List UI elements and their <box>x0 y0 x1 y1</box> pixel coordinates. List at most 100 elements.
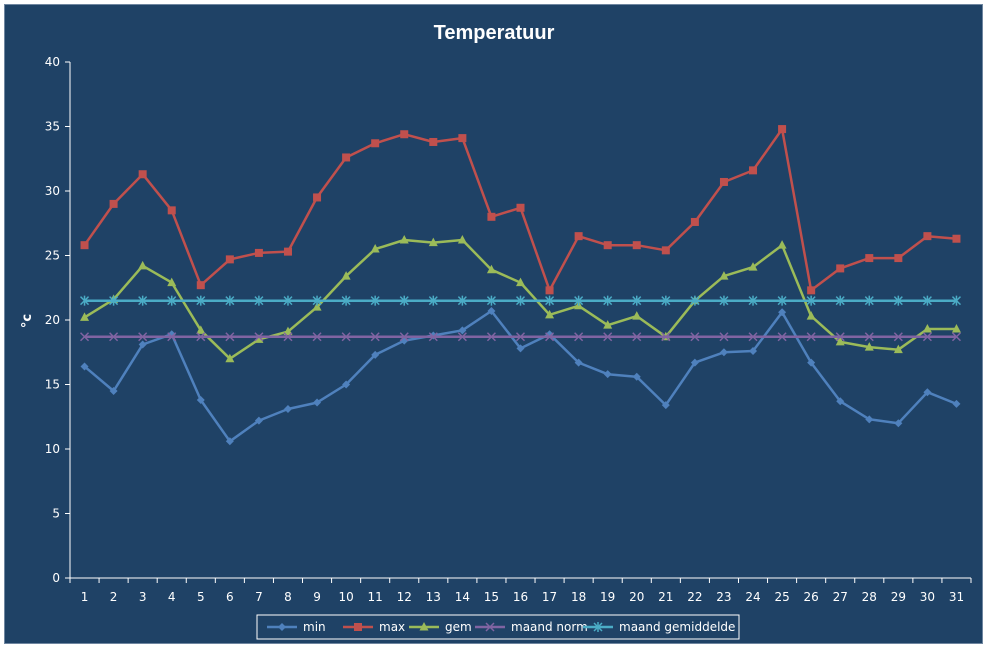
data-point-max <box>138 170 147 179</box>
y-tick-label: 15 <box>45 378 60 392</box>
data-point-maand-norm <box>399 332 409 342</box>
data-point-maand-norm <box>167 332 177 342</box>
data-point-gem <box>254 334 264 343</box>
data-point-min <box>778 308 787 317</box>
data-point-min <box>603 370 612 379</box>
data-point-maand-gemiddelde <box>138 295 148 306</box>
x-tick-label: 19 <box>600 590 615 604</box>
data-point-maand-norm <box>428 332 438 342</box>
data-point-max <box>690 217 699 226</box>
y-tick-label: 10 <box>45 442 60 456</box>
x-tick-label: 3 <box>139 590 147 604</box>
data-point-maand-gemiddelde <box>80 295 90 306</box>
data-point-min <box>371 350 380 359</box>
data-point-max <box>923 232 932 241</box>
data-point-min <box>574 358 583 367</box>
legend-marker <box>354 623 362 631</box>
data-point-min <box>109 386 118 395</box>
legend-label: maand gemiddelde <box>619 620 735 634</box>
data-point-maand-gemiddelde <box>864 295 874 306</box>
x-tick-label: 7 <box>255 590 263 604</box>
data-point-max <box>545 286 554 295</box>
data-point-maand-gemiddelde <box>515 295 526 306</box>
data-point-gem <box>370 244 380 253</box>
x-tick-label: 13 <box>426 590 441 604</box>
data-point-max <box>109 199 118 208</box>
data-point-min <box>138 340 147 349</box>
data-point-maand-gemiddelde <box>893 295 903 306</box>
data-point-maand-norm <box>690 332 700 342</box>
x-tick-label: 31 <box>949 590 964 604</box>
data-point-max <box>952 234 961 243</box>
data-point-max <box>719 177 728 186</box>
y-tick-label: 35 <box>45 120 60 134</box>
data-point-min <box>894 419 903 428</box>
data-point-min <box>632 372 641 381</box>
data-point-max <box>458 134 467 143</box>
data-point-maand-norm <box>515 332 526 342</box>
data-point-min <box>342 380 351 389</box>
x-tick-label: 27 <box>833 590 848 604</box>
data-point-maand-norm <box>109 332 119 342</box>
legend-label: min <box>303 620 326 634</box>
x-tick-label: 16 <box>513 590 528 604</box>
data-point-maand-norm <box>864 332 874 342</box>
data-point-max <box>661 246 670 255</box>
x-tick-label: 12 <box>397 590 412 604</box>
x-tick-labels: 1 2 3 4 5 6 7 8 9 10 11 12 13 14 15 16 17 18 19 20 21 22 23 24 2… <box>69 578 972 604</box>
data-point-maand-gemiddelde <box>632 295 642 306</box>
data-point-min <box>196 395 205 404</box>
data-point-maand-norm <box>719 332 729 342</box>
y-tick-label: 25 <box>45 249 60 263</box>
data-point-max <box>254 248 263 257</box>
data-point-maand-norm <box>835 332 845 342</box>
data-point-min <box>458 326 467 335</box>
x-tick-label: 15 <box>484 590 499 604</box>
data-point-gem <box>632 311 642 320</box>
data-point-min <box>690 358 699 367</box>
data-point-min <box>313 398 322 407</box>
data-point-maand-norm <box>196 332 206 342</box>
data-point-maand-gemiddelde <box>457 295 467 306</box>
x-tick-label: 24 <box>745 590 760 604</box>
data-point-min <box>836 397 845 406</box>
data-point-gem <box>225 353 235 363</box>
data-point-maand-norm <box>80 332 90 342</box>
data-point-max <box>225 255 234 264</box>
x-tick-label: 4 <box>168 590 176 604</box>
data-point-max <box>836 264 845 273</box>
data-point-maand-gemiddelde <box>109 295 119 306</box>
data-point-maand-norm <box>138 332 148 342</box>
data-point-gem <box>719 271 729 280</box>
data-point-maand-norm <box>312 332 322 342</box>
x-tick-label: 8 <box>284 590 292 604</box>
data-point-maand-norm <box>254 332 264 342</box>
data-point-min <box>80 362 89 371</box>
x-tick-label: 9 <box>313 590 321 604</box>
data-point-max <box>487 212 496 221</box>
data-point-max <box>778 125 787 134</box>
x-tick-label: 1 <box>81 590 89 604</box>
legend-item-min: min <box>267 620 326 634</box>
x-tick-label: 26 <box>804 590 819 604</box>
y-tick-label: 20 <box>45 313 60 327</box>
data-point-min <box>807 358 816 367</box>
data-point-min <box>749 346 758 355</box>
legend-marker <box>278 623 286 631</box>
data-point-max <box>516 203 525 212</box>
data-point-maand-gemiddelde <box>777 295 787 306</box>
data-point-maand-gemiddelde <box>574 295 584 306</box>
series-max <box>80 125 961 295</box>
data-point-max <box>283 247 292 256</box>
data-point-gem <box>457 235 467 244</box>
legend-label: max <box>379 620 405 634</box>
data-point-max <box>371 139 380 148</box>
legend-label: gem <box>445 620 472 634</box>
series-maand-norm <box>80 332 961 342</box>
data-point-maand-norm <box>777 332 787 342</box>
data-point-max <box>865 254 874 263</box>
data-point-maand-norm <box>341 332 351 342</box>
data-point-maand-norm <box>370 332 380 342</box>
data-point-maand-gemiddelde <box>167 295 177 306</box>
